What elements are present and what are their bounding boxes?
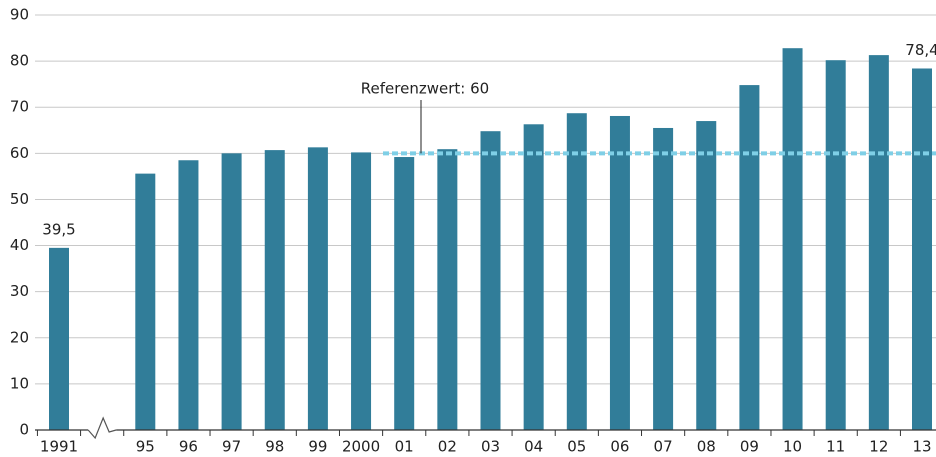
y-tick-label: 60	[10, 144, 29, 162]
bar	[653, 127, 674, 430]
bar	[523, 124, 544, 431]
y-tick-label: 70	[10, 98, 29, 116]
x-tick-label: 98	[265, 438, 284, 456]
x-tick-label: 95	[136, 438, 155, 456]
bar	[394, 157, 415, 430]
y-tick-label: 10	[10, 374, 29, 392]
x-tick-label: 09	[740, 438, 759, 456]
bar	[307, 147, 328, 431]
bar	[566, 113, 587, 430]
x-tick-label: 03	[481, 438, 500, 456]
bar	[351, 152, 372, 430]
bar	[437, 149, 458, 430]
y-tick-label: 40	[10, 236, 29, 254]
reference-label: Referenzwert: 60	[361, 80, 489, 98]
value-label: 78,4	[905, 41, 936, 59]
y-tick-label: 0	[19, 421, 29, 439]
bar	[264, 150, 285, 430]
bar	[480, 131, 501, 430]
x-tick-label: 97	[222, 438, 241, 456]
bar	[782, 48, 803, 430]
bar	[696, 121, 717, 431]
bar	[135, 173, 156, 430]
x-tick-label: 07	[654, 438, 673, 456]
bar	[868, 55, 889, 430]
value-label: 39,5	[42, 220, 75, 238]
x-tick-label: 04	[524, 438, 543, 456]
x-tick-label: 1991	[40, 438, 78, 456]
axis-break	[87, 416, 117, 440]
y-tick-label: 30	[10, 282, 29, 300]
x-tick-label: 10	[783, 438, 802, 456]
x-tick-label: 96	[179, 438, 198, 456]
x-tick-label: 2000	[342, 438, 380, 456]
x-tick-label: 12	[869, 438, 888, 456]
x-tick-label: 08	[697, 438, 716, 456]
bar	[739, 85, 760, 430]
bar	[825, 60, 846, 430]
x-tick-label: 11	[826, 438, 845, 456]
x-tick-label: 06	[610, 438, 629, 456]
bar	[221, 153, 242, 431]
x-tick-label: 99	[308, 438, 327, 456]
bar	[912, 68, 932, 430]
y-tick-label: 20	[10, 328, 29, 346]
y-tick-label: 50	[10, 190, 29, 208]
x-tick-label: 05	[567, 438, 586, 456]
x-tick-label: 01	[395, 438, 414, 456]
bar	[609, 115, 630, 430]
x-tick-label: 13	[912, 438, 931, 456]
y-tick-label: 80	[10, 52, 29, 70]
bar	[178, 160, 199, 430]
y-tick-label: 90	[10, 6, 29, 24]
x-tick-label: 02	[438, 438, 457, 456]
bar	[49, 247, 69, 430]
